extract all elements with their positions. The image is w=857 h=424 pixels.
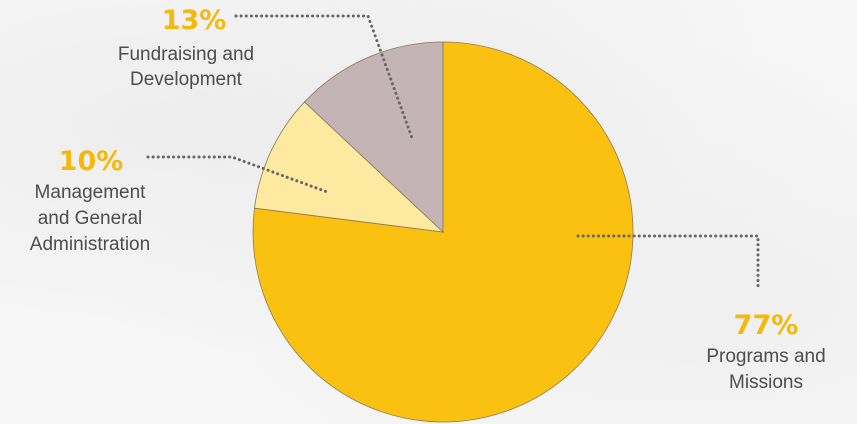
programs-label-line-2: Missions xyxy=(729,372,803,393)
fundraising-percent-label: 13% xyxy=(162,5,227,36)
management-label-line-3: Administration xyxy=(30,234,150,255)
management-percent-label: 10% xyxy=(59,146,124,177)
pie-slice-programs xyxy=(252,41,634,423)
fundraising-callout: 13% Fundraising and Development xyxy=(118,5,254,90)
pie-slices xyxy=(252,41,634,423)
pie-slice-management xyxy=(254,101,445,233)
programs-percent-label: 77% xyxy=(734,310,799,341)
leader-line-fundraising xyxy=(234,14,414,140)
pie-slice-fundraising xyxy=(303,41,444,233)
programs-callout: 77% Programs and Missions xyxy=(706,310,825,393)
management-callout: 10% Management and General Administratio… xyxy=(30,146,150,255)
leader-line-programs xyxy=(576,234,760,291)
management-label-line-1: Management xyxy=(35,182,147,203)
programs-label-line-1: Programs and xyxy=(706,346,825,367)
fundraising-label-line-2: Development xyxy=(130,69,243,90)
fundraising-label-line-1: Fundraising and xyxy=(118,44,254,65)
leader-line-management xyxy=(146,155,332,195)
leader-lines xyxy=(146,14,760,291)
management-label-line-2: and General xyxy=(38,208,143,229)
